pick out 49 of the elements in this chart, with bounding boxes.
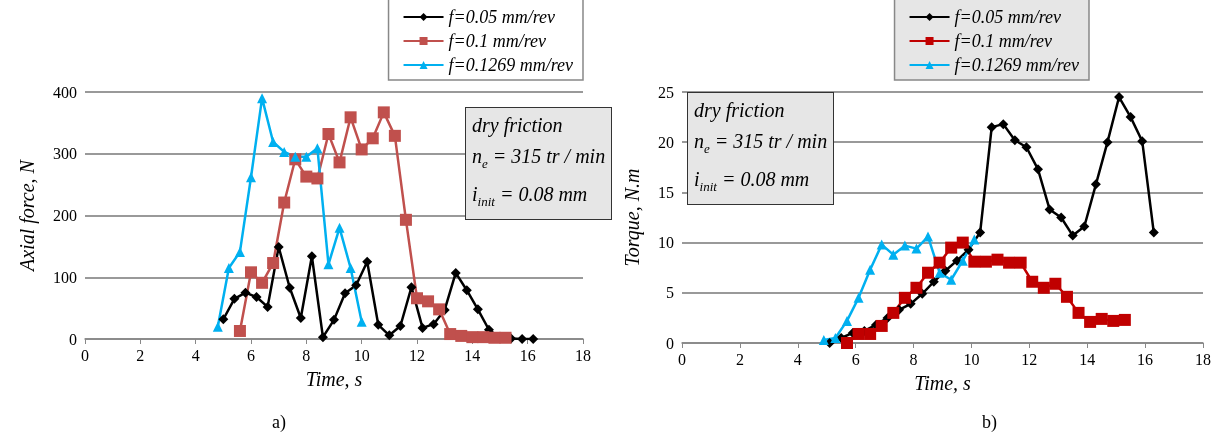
y-tick-label: 25 bbox=[658, 83, 674, 101]
legend-label: f=0.05 mm/rev bbox=[448, 7, 556, 27]
x-tick-label: 18 bbox=[575, 346, 591, 364]
x-tick-label: 6 bbox=[851, 350, 860, 368]
legend-label: f=0.1 mm/rev bbox=[448, 31, 547, 51]
x-tick-label: 4 bbox=[191, 346, 200, 364]
x-tick-label: 10 bbox=[963, 350, 980, 368]
annotation: i$_{init}$ = 0.08 mm bbox=[472, 182, 589, 211]
x-tick-label: 8 bbox=[302, 346, 311, 364]
y-tick-label: 0 bbox=[69, 330, 77, 348]
x-tick-label: 4 bbox=[793, 350, 802, 368]
legend-label: f=0.05 mm/rev bbox=[954, 7, 1062, 27]
x-tick-label: 14 bbox=[464, 346, 481, 364]
legend-label: f=0.1269 mm/rev bbox=[448, 55, 574, 75]
legend-label: f=0.1 mm/rev bbox=[954, 31, 1053, 51]
x-tick-label: 0 bbox=[81, 346, 89, 364]
y-axis-title: Axial force, N bbox=[16, 158, 39, 273]
y-tick-label: 100 bbox=[53, 268, 77, 286]
x-tick-label: 16 bbox=[1137, 350, 1154, 368]
x-axis-title: Time, s bbox=[914, 372, 972, 394]
annotation: dry friction bbox=[694, 98, 786, 124]
y-tick-label: 0 bbox=[666, 334, 674, 352]
x-axis-title: Time, s bbox=[305, 368, 363, 390]
y-tick-label: 20 bbox=[658, 133, 674, 151]
y-tick-label: 200 bbox=[53, 207, 77, 224]
y-tick-label: 300 bbox=[53, 145, 77, 163]
annotation: dry friction bbox=[472, 113, 564, 139]
x-tick-label: 14 bbox=[1079, 350, 1096, 368]
x-tick-label: 2 bbox=[136, 346, 145, 364]
annotation: n$_{e}$ = 315 tr / min bbox=[694, 129, 828, 158]
y-tick-label: 10 bbox=[658, 234, 674, 252]
x-tick-label: 12 bbox=[1021, 350, 1038, 368]
x-tick-label: 12 bbox=[409, 346, 425, 364]
y-axis-title: Torque, N.m bbox=[621, 168, 644, 267]
x-tick-label: 8 bbox=[909, 350, 918, 368]
y-tick-label: 400 bbox=[53, 83, 77, 101]
x-tick-label: 18 bbox=[1195, 350, 1211, 368]
annotation: i$_{init}$ = 0.08 mm bbox=[694, 167, 811, 196]
annotation: n$_{e}$ = 315 tr / min bbox=[472, 144, 606, 173]
text: b) bbox=[982, 412, 997, 433]
x-tick-label: 10 bbox=[353, 346, 370, 364]
text: a) bbox=[272, 412, 286, 433]
y-tick-label: 15 bbox=[658, 183, 674, 201]
x-tick-label: 2 bbox=[735, 350, 744, 368]
x-tick-label: 16 bbox=[519, 346, 536, 364]
x-tick-label: 6 bbox=[247, 346, 255, 364]
legend-label: f=0.1269 mm/rev bbox=[954, 55, 1080, 75]
x-tick-label: 0 bbox=[678, 350, 686, 368]
y-tick-label: 5 bbox=[666, 284, 674, 302]
